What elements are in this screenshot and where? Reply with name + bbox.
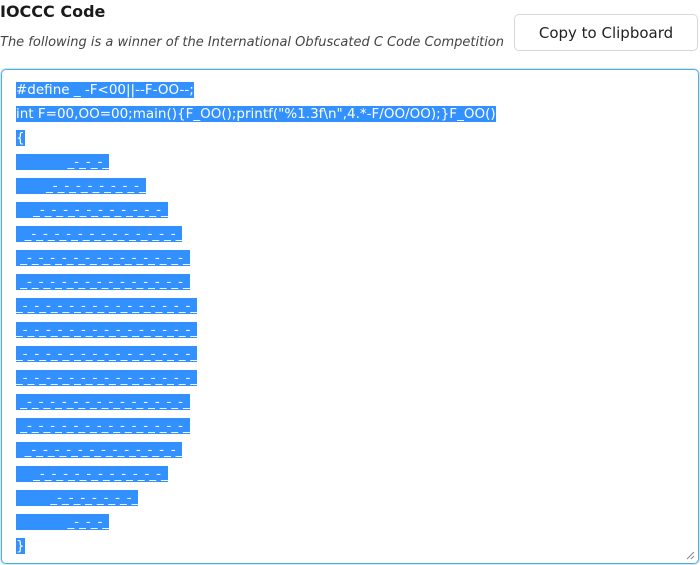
code-content: #define _ -F<00||--F-OO--; int F=00,OO=00…	[16, 78, 684, 558]
selected-text: }	[16, 538, 25, 554]
selected-text: _-_-_-_-_-_-_-_-_-_-_-_-_-_-_	[16, 418, 190, 434]
code-line: _-_-_-_-_-_-_-_-_-_-_-_-_-_-_-_	[16, 318, 684, 342]
code-line: {	[16, 126, 684, 150]
selected-text: _-_-_-_-_-_-_-_-_-_-_-_-_-_-_-_	[16, 346, 198, 362]
code-line: _-_-_-_-_-_-_-_-_-_-_-_-_-_-_-_	[16, 342, 684, 366]
code-line: #define _ -F<00||--F-OO--;	[16, 78, 684, 102]
heading: IOCCC Code	[0, 2, 106, 21]
subheading: The following is a winner of the Interna…	[0, 35, 505, 50]
code-line: _-_-_-_-_-_-_-_-_-_-_-_	[16, 462, 684, 486]
copy-button[interactable]: Copy to Clipboard	[514, 14, 698, 51]
code-line: _-_-_-_-_-_-_-_-_	[16, 174, 684, 198]
code-line: _-_-_-_-_-_-_-_-_-_-_-_-_-_	[16, 222, 684, 246]
code-textarea[interactable]: #define _ -F<00||--F-OO--; int F=00,OO=00…	[1, 69, 699, 564]
resize-grip[interactable]	[685, 550, 695, 560]
code-line: _-_-_-_-_-_-_-_-_-_-_-_-_-_-_	[16, 390, 684, 414]
selected-text: _-_-_-_-_-_-_-_-_-_-_-_-_-_	[16, 226, 183, 242]
selected-text: #define _ -F<00||--F-OO--;	[16, 82, 194, 98]
selected-text: _-_-_-_-_-_-_-_-_-_-_-_-_-_-_	[16, 394, 190, 410]
selected-text: _-_-_-_-_-_-_-_-_-_-_-_-_-_-_-_	[16, 370, 198, 386]
code-line: _-_-_-_-_-_-_-_-_-_-_-_-_-_	[16, 438, 684, 462]
selected-text: _-_-_-_-_-_-_-_-_-_-_-_-_-_-_	[16, 250, 190, 266]
selected-text: _-_-_-_	[16, 514, 110, 530]
code-line: _-_-_-_-_-_-_-_-_-_-_-_-_-_-_	[16, 270, 684, 294]
code-line: _-_-_-_-_-_-_-_-_-_-_-_-_-_-_	[16, 414, 684, 438]
code-line: _-_-_-_	[16, 150, 684, 174]
code-line: _-_-_-_-_-_-_-_-_-_-_-_-_-_-_-_	[16, 294, 684, 318]
code-line: _-_-_-_-_-_-_-_-_-_-_-_	[16, 198, 684, 222]
selected-text: _-_-_-_-_-_-_-_-_	[16, 178, 146, 194]
code-line: }	[16, 534, 684, 558]
selected-text: _-_-_-_-_-_-_-_-_-_-_-_	[16, 466, 168, 482]
selected-text: _-_-_-_-_-_-_-_-_-_-_-_-_-_	[16, 442, 183, 458]
code-line: _-_-_-_-_-_-_-_-_-_-_-_-_-_-_-_	[16, 366, 684, 390]
selected-text: _-_-_-_-_-_-_-_-_-_-_-_-_-_-_	[16, 274, 190, 290]
selected-text: int F=00,OO=00;main(){F_OO();printf("%1.…	[16, 106, 496, 122]
selected-text: _-_-_-_-_-_-_-_-_-_-_-_-_-_-_-_	[16, 298, 198, 314]
code-line: _-_-_-_	[16, 510, 684, 534]
selected-text: _-_-_-_-_-_-_-_-_-_-_-_	[16, 202, 168, 218]
code-line: int F=00,OO=00;main(){F_OO();printf("%1.…	[16, 102, 684, 126]
selected-text: _-_-_-_	[16, 154, 110, 170]
selected-text: _-_-_-_-_-_-_-_	[16, 490, 139, 506]
code-line: _-_-_-_-_-_-_-_	[16, 486, 684, 510]
selected-text: _-_-_-_-_-_-_-_-_-_-_-_-_-_-_-_	[16, 322, 198, 338]
code-line: _-_-_-_-_-_-_-_-_-_-_-_-_-_-_	[16, 246, 684, 270]
selected-text: {	[16, 130, 25, 146]
